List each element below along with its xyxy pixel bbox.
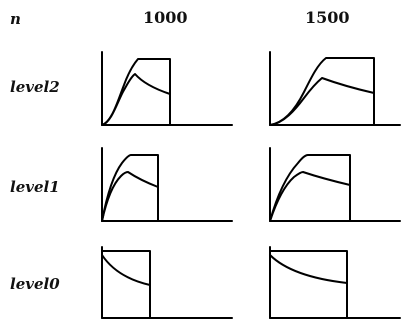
upper-curve xyxy=(101,154,159,222)
panel-level0-1500 xyxy=(269,246,401,319)
lower-curve xyxy=(269,77,375,126)
panel-level2-1000 xyxy=(101,51,233,126)
box-outline xyxy=(101,250,151,319)
upper-curve xyxy=(269,154,351,222)
row-label-level2: level2 xyxy=(10,78,60,96)
n-axis-label: n xyxy=(10,10,21,28)
row-label-level1: level1 xyxy=(10,178,60,196)
lower-curve xyxy=(269,171,351,222)
decay-curve xyxy=(269,254,348,284)
box-outline xyxy=(269,250,348,319)
upper-curve xyxy=(269,57,375,126)
lower-curve xyxy=(101,171,159,222)
lower-curve xyxy=(101,73,171,126)
panel-level1-1000 xyxy=(101,147,233,222)
panel-level2-1500 xyxy=(269,51,401,126)
row-label-level0: level0 xyxy=(10,275,60,293)
panel-level0-1000 xyxy=(101,246,233,319)
decay-curve xyxy=(101,254,151,286)
column-header-1000: 1000 xyxy=(143,8,188,27)
panel-level1-1500 xyxy=(269,147,401,222)
column-header-1500: 1500 xyxy=(305,8,350,27)
